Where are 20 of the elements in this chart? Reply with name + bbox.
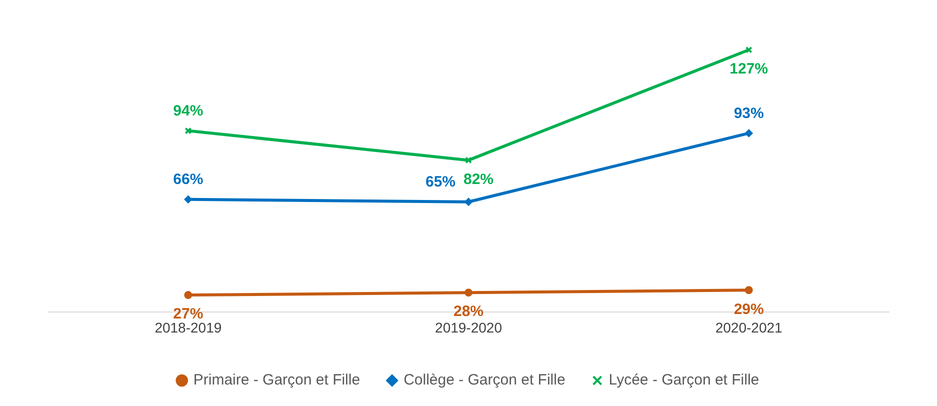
data-label: 66%: [173, 171, 204, 188]
point: [465, 156, 472, 164]
legend-label: Collège - Garçon et Fille: [404, 372, 566, 389]
x-tick-label: 2019-2020: [435, 319, 502, 336]
legend-label: Primaire - Garçon et Fille: [193, 372, 360, 389]
data-label: 28%: [453, 303, 484, 320]
point: [184, 291, 192, 300]
data-label: 127%: [730, 60, 768, 78]
x-tick-label: 2020-2021: [715, 319, 783, 336]
data-label: 82%: [463, 170, 494, 188]
point: [464, 198, 472, 206]
point: [744, 286, 753, 294]
point: [184, 195, 192, 204]
legend-label: Lycée - Garçon et Fille: [608, 372, 760, 389]
data-label: 94%: [173, 102, 204, 120]
data-label: 93%: [734, 104, 764, 122]
point: [464, 288, 472, 297]
data-label: 29%: [734, 300, 764, 318]
point: [744, 129, 753, 138]
data-label: 65%: [425, 174, 456, 191]
